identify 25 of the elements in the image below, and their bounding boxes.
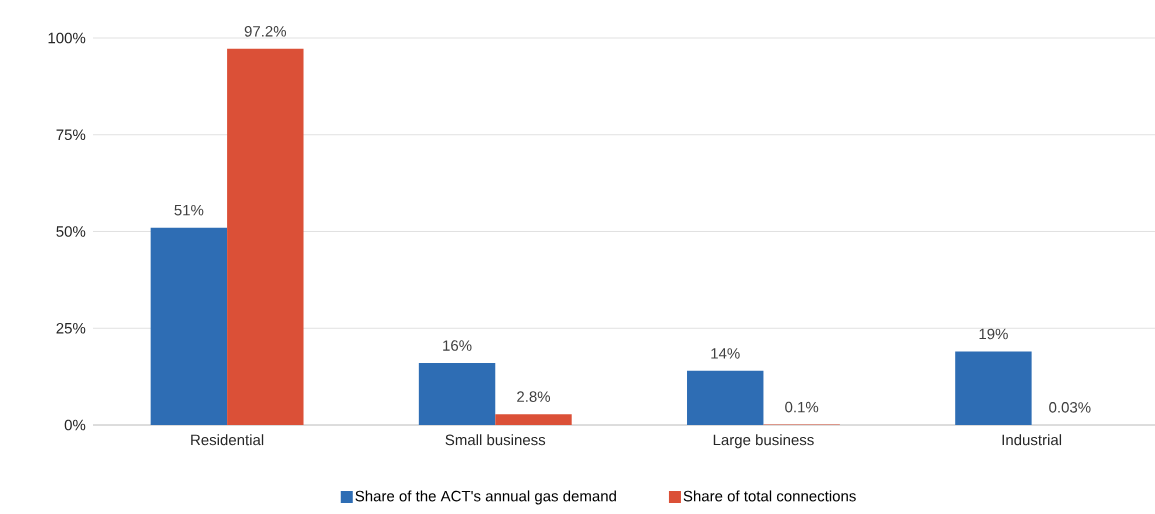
y-tick-label: 25% bbox=[56, 322, 86, 334]
x-tick-label: Large business bbox=[713, 434, 814, 449]
y-tick-label: 50% bbox=[56, 226, 86, 237]
bar bbox=[955, 351, 1032, 425]
data-label: 0.1% bbox=[785, 401, 819, 413]
y-tick-label: 0% bbox=[64, 419, 86, 431]
x-tick-label: Residential bbox=[191, 434, 264, 446]
bar bbox=[495, 414, 572, 425]
bar bbox=[418, 363, 496, 425]
data-label: 19% bbox=[979, 328, 1008, 340]
data-label: 51% bbox=[174, 204, 204, 216]
y-tick-label: 75% bbox=[56, 129, 86, 141]
data-label: 0.03% bbox=[1049, 402, 1091, 413]
bar bbox=[687, 370, 764, 425]
y-tick-label: 100% bbox=[48, 32, 86, 44]
x-tick-label: Small business bbox=[445, 434, 546, 446]
x-tick-label: Industrial bbox=[1002, 434, 1062, 446]
bar bbox=[150, 227, 228, 425]
data-label: 16% bbox=[443, 340, 472, 351]
data-label: 14% bbox=[711, 348, 740, 359]
legend-label: Share of the ACT's annual gas demand bbox=[355, 490, 616, 505]
data-label: 2.8% bbox=[517, 391, 551, 402]
bar bbox=[227, 48, 304, 425]
legend-label: Share of total connections bbox=[683, 490, 856, 502]
data-label: 97.2% bbox=[244, 26, 287, 37]
